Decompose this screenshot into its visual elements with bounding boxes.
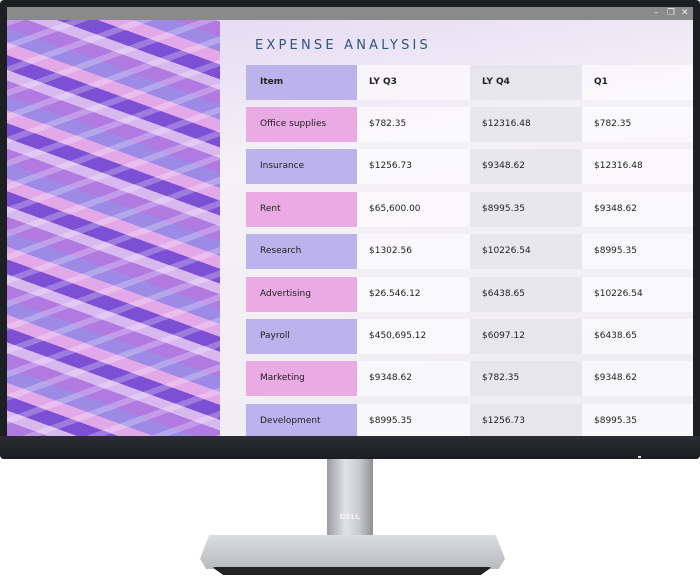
column-header: Q1 — [582, 65, 693, 100]
close-button[interactable]: ✕ — [681, 8, 689, 18]
table-cell: $1256.73 — [470, 403, 582, 436]
restore-button[interactable]: ❐ — [667, 8, 676, 18]
table-cell: $10226.54 — [582, 276, 693, 312]
row-label: Payroll — [246, 319, 357, 354]
monitor-chin — [0, 436, 700, 459]
dell-logo: DELL — [339, 513, 361, 521]
column-header: LY Q3 — [357, 65, 470, 100]
table-cell: $9348.62 — [582, 191, 693, 227]
row-label: Development — [246, 403, 357, 436]
table-cell: $8995.35 — [470, 191, 582, 227]
table-cell: $12316.48 — [470, 107, 582, 142]
table-cell: $6438.65 — [470, 276, 582, 312]
table-cell: $8995.35 — [582, 234, 693, 270]
row-label: Office supplies — [246, 107, 357, 142]
column-header: LY Q4 — [470, 65, 582, 100]
row-label: Rent — [246, 191, 357, 227]
table-cell: $9348.62 — [470, 149, 582, 185]
stand-neck — [327, 459, 373, 544]
table-cell: $26.546.12 — [357, 276, 470, 312]
stand-feet — [212, 567, 492, 575]
table-cell: $8995.35 — [582, 403, 693, 436]
table-cell: $65,600.00 — [357, 191, 470, 227]
table-cell: $782.35 — [582, 107, 693, 142]
table-cell: $450,695.12 — [357, 319, 470, 354]
table-cell: $1256.73 — [357, 149, 470, 185]
table-cell: $12316.48 — [582, 149, 693, 185]
table-cell: $782.35 — [470, 361, 582, 397]
row-label: Research — [246, 234, 357, 270]
expense-panel: EXPENSE ANALYSIS Item LY Q3 LY Q4 Q1 Office … — [220, 20, 693, 436]
table-cell: $10226.54 — [470, 234, 582, 270]
stand-base — [200, 535, 505, 569]
table-cell: $9348.62 — [582, 361, 693, 397]
table-cell: $9348.62 — [357, 361, 470, 397]
table-cell: $8995.35 — [357, 403, 470, 436]
column-header: Item — [246, 65, 357, 100]
table-cell: $782.35 — [357, 107, 470, 142]
table-cell: $1302.56 — [357, 234, 470, 270]
abstract-wave-image — [7, 20, 220, 436]
minimize-button[interactable]: – — [654, 8, 659, 18]
power-led — [638, 456, 641, 458]
table-cell: $6438.65 — [582, 319, 693, 354]
row-label: Advertising — [246, 276, 357, 312]
row-label: Marketing — [246, 361, 357, 397]
title-bar: – ❐ ✕ — [7, 7, 693, 20]
row-label: Insurance — [246, 149, 357, 185]
page-title: EXPENSE ANALYSIS — [255, 38, 432, 53]
monitor-screen: – ❐ ✕ EXPENSE ANALYSIS Item LY Q3 LY Q4 Q1 O… — [7, 7, 693, 436]
table-cell: $6097.12 — [470, 319, 582, 354]
